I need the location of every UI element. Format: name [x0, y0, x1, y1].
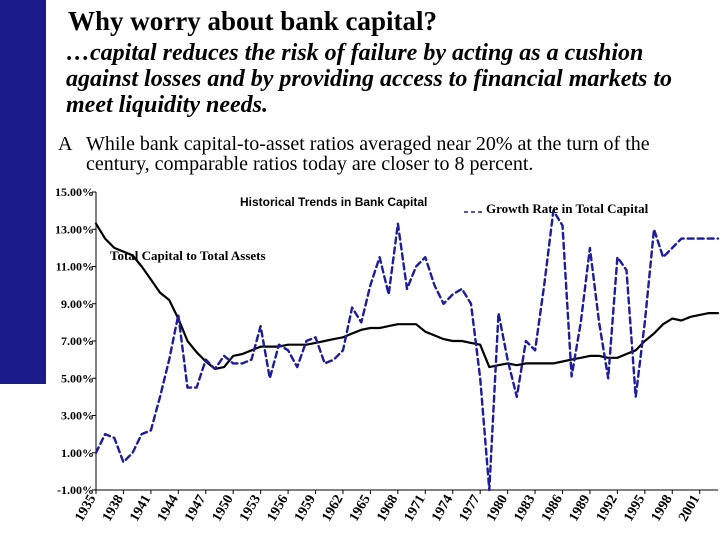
annotation-total-capital: Total Capital to Total Assets — [110, 248, 266, 263]
x-tick-label: 1980 — [484, 493, 511, 525]
x-tick-label: 1959 — [292, 493, 319, 525]
x-tick-label: 1965 — [347, 493, 374, 525]
x-tick-label: 1953 — [237, 493, 264, 525]
y-tick-label: 15.00% — [55, 185, 94, 199]
x-tick-label: 1977 — [457, 493, 484, 525]
annotation-growth-rate: Growth Rate in Total Capital — [486, 201, 649, 216]
x-tick-label: 1941 — [127, 493, 154, 525]
x-tick-label: 1947 — [182, 493, 209, 525]
plot-area — [96, 192, 718, 490]
x-tick-label: 1944 — [155, 493, 182, 525]
x-tick-label: 1950 — [210, 493, 237, 525]
series-total-capital-line — [94, 222, 720, 370]
y-tick-label: 13.00% — [55, 222, 94, 236]
y-tick-label: 3.00% — [61, 409, 94, 423]
y-tick-label: 9.00% — [61, 297, 94, 311]
x-tick-label: 1989 — [566, 493, 593, 525]
x-tick-label: 2001 — [676, 493, 703, 525]
slide-title: Why worry about bank capital? — [68, 6, 438, 36]
x-tick-label: 1956 — [265, 493, 292, 525]
y-tick-label: 1.00% — [61, 446, 94, 460]
y-tick-label: -1.00% — [57, 483, 94, 497]
chart-axes — [92, 191, 718, 494]
x-tick-label: 1968 — [374, 493, 401, 525]
x-tick-label: 1962 — [319, 493, 346, 525]
series-growth-rate-line — [94, 209, 720, 492]
accent-bar — [0, 0, 46, 384]
bullet-marker: A — [58, 133, 73, 155]
y-tick-label: 11.00% — [56, 260, 94, 274]
y-tick-label: 5.00% — [61, 371, 94, 385]
x-tick-label: 1935 — [72, 493, 99, 525]
x-tick-label: 1998 — [649, 493, 676, 525]
x-tick-label: 1983 — [512, 493, 539, 525]
x-tick-label: 1971 — [402, 493, 429, 525]
x-tick-label: 1986 — [539, 493, 566, 525]
slide-subtitle: …capital reduces the risk of failure by … — [66, 40, 673, 118]
bullet-text: While bank capital-to-asset ratios avera… — [86, 133, 650, 175]
x-tick-label: 1938 — [100, 493, 127, 525]
chart-title: Historical Trends in Bank Capital — [240, 195, 427, 209]
x-tick-label: 1992 — [594, 493, 621, 525]
series-layer — [94, 209, 720, 492]
x-tick-label: 1974 — [429, 493, 456, 525]
y-tick-label: 7.00% — [61, 334, 94, 348]
x-tick-label: 1995 — [621, 493, 648, 525]
